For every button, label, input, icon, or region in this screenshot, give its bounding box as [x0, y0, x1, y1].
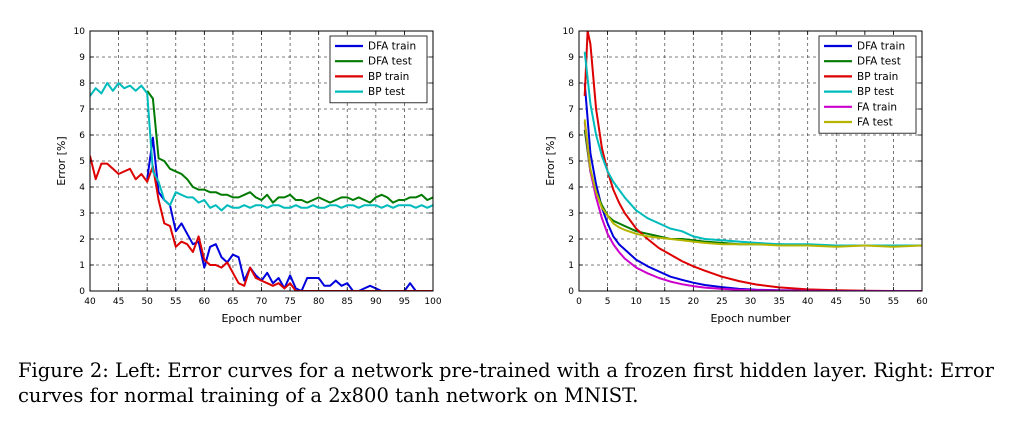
- y-tick-label: 1: [568, 261, 574, 271]
- series-line-bp-train: [90, 155, 433, 291]
- y-tick-label: 10: [563, 27, 575, 37]
- legend-label: FA test: [857, 117, 893, 129]
- y-tick-label: 6: [79, 131, 85, 141]
- legend-label: BP train: [368, 71, 409, 83]
- legend-label: BP test: [368, 86, 405, 98]
- x-tick-label: 100: [424, 297, 441, 307]
- x-axis-label: Epoch number: [221, 312, 302, 325]
- y-tick-label: 8: [568, 79, 574, 89]
- x-tick-label: 35: [773, 297, 784, 307]
- x-tick-label: 0: [576, 297, 582, 307]
- x-tick-label: 50: [859, 297, 871, 307]
- y-tick-label: 4: [79, 183, 85, 193]
- y-tick-label: 9: [79, 53, 85, 63]
- series-line-bp-test: [90, 82, 433, 212]
- x-tick-label: 65: [227, 297, 238, 307]
- figure-caption: Figure 2: Left: Error curves for a netwo…: [18, 358, 1013, 408]
- x-tick-label: 55: [888, 297, 899, 307]
- x-tick-label: 50: [141, 297, 153, 307]
- x-tick-label: 5: [605, 297, 611, 307]
- x-tick-label: 85: [342, 297, 353, 307]
- y-tick-label: 9: [568, 53, 574, 63]
- legend-label: FA train: [857, 101, 897, 113]
- x-tick-label: 90: [370, 297, 382, 307]
- y-tick-label: 7: [568, 105, 574, 115]
- x-tick-label: 80: [313, 297, 325, 307]
- y-tick-label: 0: [79, 287, 85, 297]
- x-tick-label: 40: [802, 297, 814, 307]
- y-tick-label: 5: [79, 157, 85, 167]
- caption-line-2: curves for normal training of a 2x800 ta…: [18, 384, 639, 407]
- y-tick-label: 3: [79, 209, 85, 219]
- series-line-fa-test: [583, 119, 922, 248]
- y-tick-label: 1: [79, 261, 85, 271]
- y-tick-label: 0: [568, 287, 574, 297]
- series-line-fa-train: [583, 121, 922, 291]
- y-tick-label: 4: [568, 183, 574, 193]
- series-line-bp-test: [583, 51, 922, 247]
- y-tick-label: 8: [79, 79, 85, 89]
- legend: DFA train DFA test BP train BP test: [329, 35, 428, 104]
- y-tick-label: 6: [568, 131, 574, 141]
- legend-label: DFA train: [857, 41, 905, 53]
- x-tick-label: 25: [716, 297, 727, 307]
- x-tick-label: 20: [688, 297, 700, 307]
- chart-left: 40 45 50 55 60 65 70 75 80 85 90 95 100012345678910E…: [55, 27, 442, 325]
- x-tick-label: 45: [831, 297, 842, 307]
- x-tick-label: 55: [170, 297, 181, 307]
- legend-label: DFA train: [368, 41, 416, 53]
- legend: DFA train DFA test BP train BP test FA train…: [818, 35, 917, 134]
- x-tick-label: 75: [284, 297, 295, 307]
- plot-area: [90, 82, 433, 291]
- y-tick-label: 2: [79, 235, 85, 245]
- x-tick-label: 60: [916, 297, 928, 307]
- x-tick-label: 70: [256, 297, 268, 307]
- y-axis-label: Error [%]: [544, 136, 557, 185]
- x-tick-label: 40: [84, 297, 96, 307]
- y-axis-label: Error [%]: [55, 136, 68, 185]
- y-tick-label: 5: [568, 157, 574, 167]
- caption-line-1: Figure 2: Left: Error curves for a netwo…: [18, 359, 994, 382]
- series-line-dfa-test: [146, 90, 433, 204]
- x-tick-label: 60: [199, 297, 211, 307]
- x-tick-label: 45: [113, 297, 124, 307]
- series-line-dfa-train: [146, 136, 433, 291]
- y-tick-label: 7: [79, 105, 85, 115]
- legend-label: BP train: [857, 71, 898, 83]
- legend-label: BP test: [857, 86, 894, 98]
- y-tick-label: 10: [74, 27, 86, 37]
- x-tick-label: 30: [745, 297, 757, 307]
- x-tick-label: 95: [399, 297, 410, 307]
- y-tick-label: 2: [568, 235, 574, 245]
- legend-label: DFA test: [368, 56, 412, 68]
- legend-label: DFA test: [857, 56, 901, 68]
- x-axis-label: Epoch number: [710, 312, 791, 325]
- y-tick-label: 3: [568, 209, 574, 219]
- legend-box: [818, 35, 917, 134]
- x-tick-label: 10: [630, 297, 642, 307]
- x-tick-label: 15: [659, 297, 670, 307]
- chart-right: 0 5 10 15 20 25 30 35 40 45 50 55 60012345678910Epoc…: [544, 27, 928, 325]
